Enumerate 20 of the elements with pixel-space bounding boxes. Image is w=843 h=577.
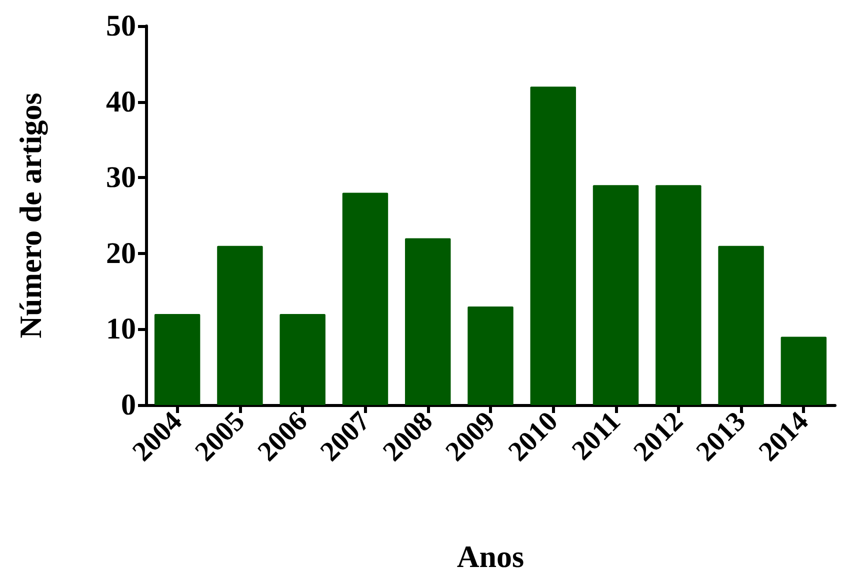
y-tick-label: 50 — [106, 10, 136, 42]
bar — [718, 246, 764, 405]
y-tick-label: 10 — [106, 312, 136, 346]
bar — [592, 185, 639, 405]
bar — [342, 192, 388, 405]
bar — [780, 336, 827, 405]
x-axis-title: Anos — [456, 539, 524, 574]
x-tick-label: 2011 — [566, 406, 627, 466]
y-tick-label: 0 — [121, 388, 136, 422]
bar — [405, 238, 451, 405]
y-tick-label: 20 — [106, 236, 136, 270]
bar — [217, 246, 263, 405]
y-axis-title: Número de artigos — [13, 92, 48, 338]
y-tick-label: 30 — [106, 161, 136, 194]
bar — [154, 314, 200, 405]
bar — [656, 185, 702, 405]
bar — [530, 86, 576, 405]
bar — [280, 314, 326, 405]
bar — [468, 306, 514, 405]
y-tick-label: 40 — [106, 85, 136, 118]
